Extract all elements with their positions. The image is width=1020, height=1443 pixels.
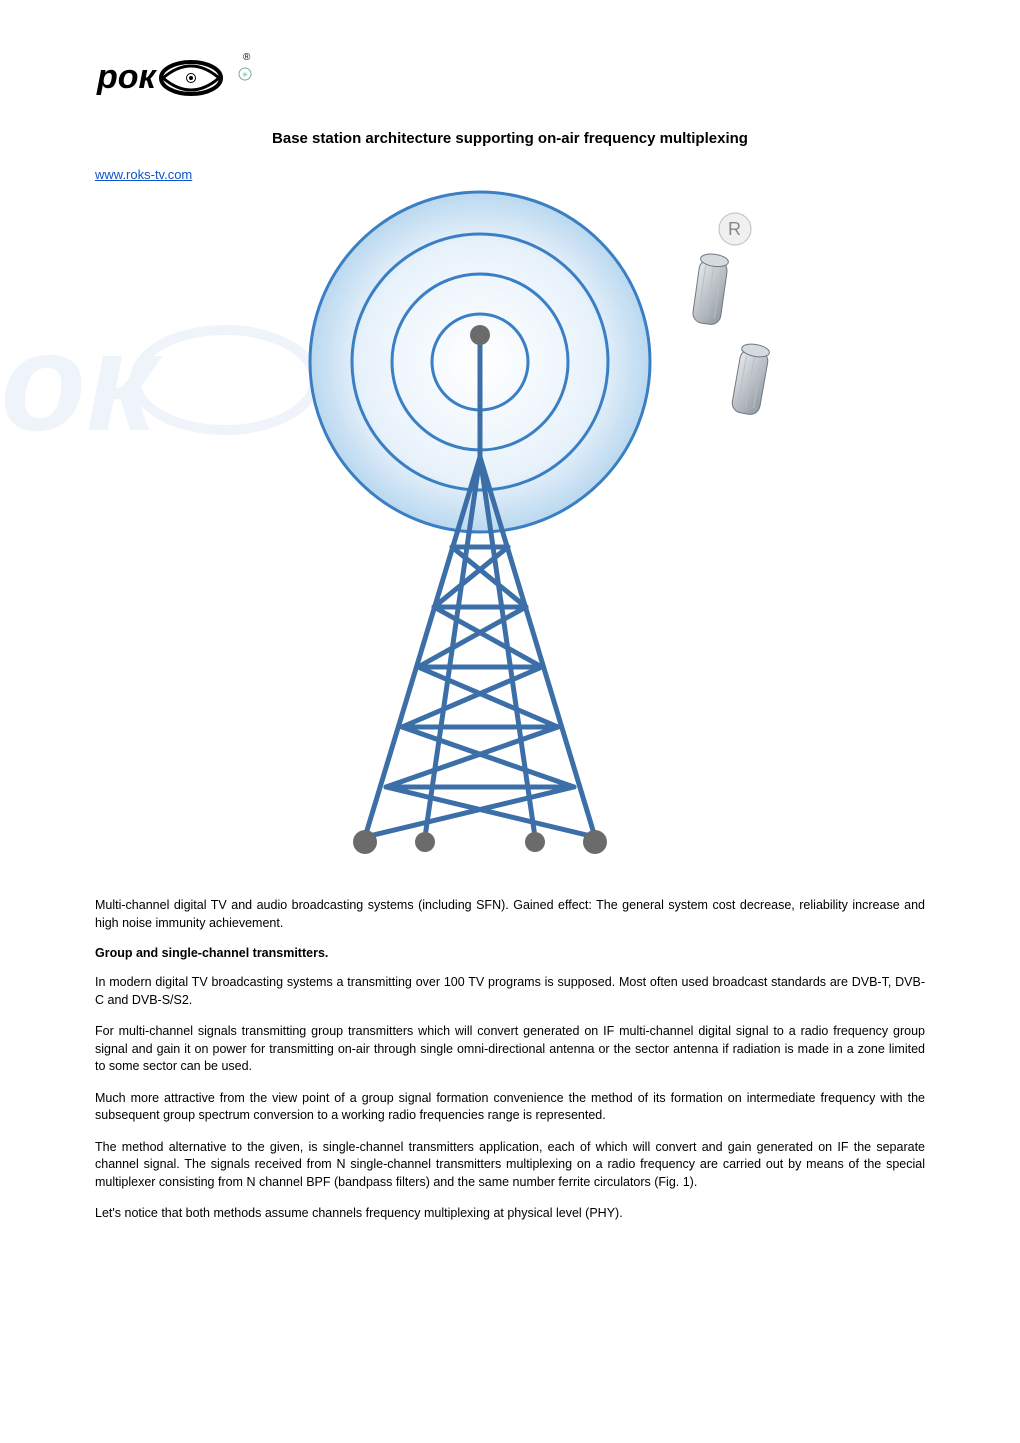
tower-foot-node: [353, 830, 377, 854]
page-title: Base station architecture supporting on-…: [95, 130, 925, 147]
intro-paragraph: Multi-channel digital TV and audio broad…: [95, 897, 925, 932]
source-url-link[interactable]: www.roks-tv.com: [95, 167, 925, 182]
antenna-right-1: [692, 252, 729, 325]
paragraph-2: For multi-channel signals transmitting g…: [95, 1023, 925, 1076]
paragraph-3: Much more attractive from the view point…: [95, 1090, 925, 1125]
registered-mark-icon: R: [719, 213, 751, 245]
section-heading: Group and single-channel transmitters.: [95, 946, 925, 960]
tower-top-node: [470, 325, 490, 345]
svg-text:рок: рок: [96, 58, 158, 96]
paragraph-4: The method alternative to the given, is …: [95, 1139, 925, 1192]
svg-text:R: R: [728, 219, 741, 239]
logo: рок ® ✳: [95, 50, 925, 110]
brand-logo-svg: рок ® ✳: [95, 50, 255, 105]
tower-foot-node: [525, 832, 545, 852]
tower-illustration: R: [190, 187, 830, 867]
tower-figure: R: [95, 187, 925, 867]
paragraph-5: Let's notice that both methods assume ch…: [95, 1205, 925, 1223]
tower-foot-node: [583, 830, 607, 854]
svg-text:✳: ✳: [242, 71, 248, 79]
tower-foot-node: [415, 832, 435, 852]
antenna-right-2: [731, 342, 771, 416]
svg-text:®: ®: [243, 52, 251, 63]
paragraph-1: In modern digital TV broadcasting system…: [95, 974, 925, 1009]
